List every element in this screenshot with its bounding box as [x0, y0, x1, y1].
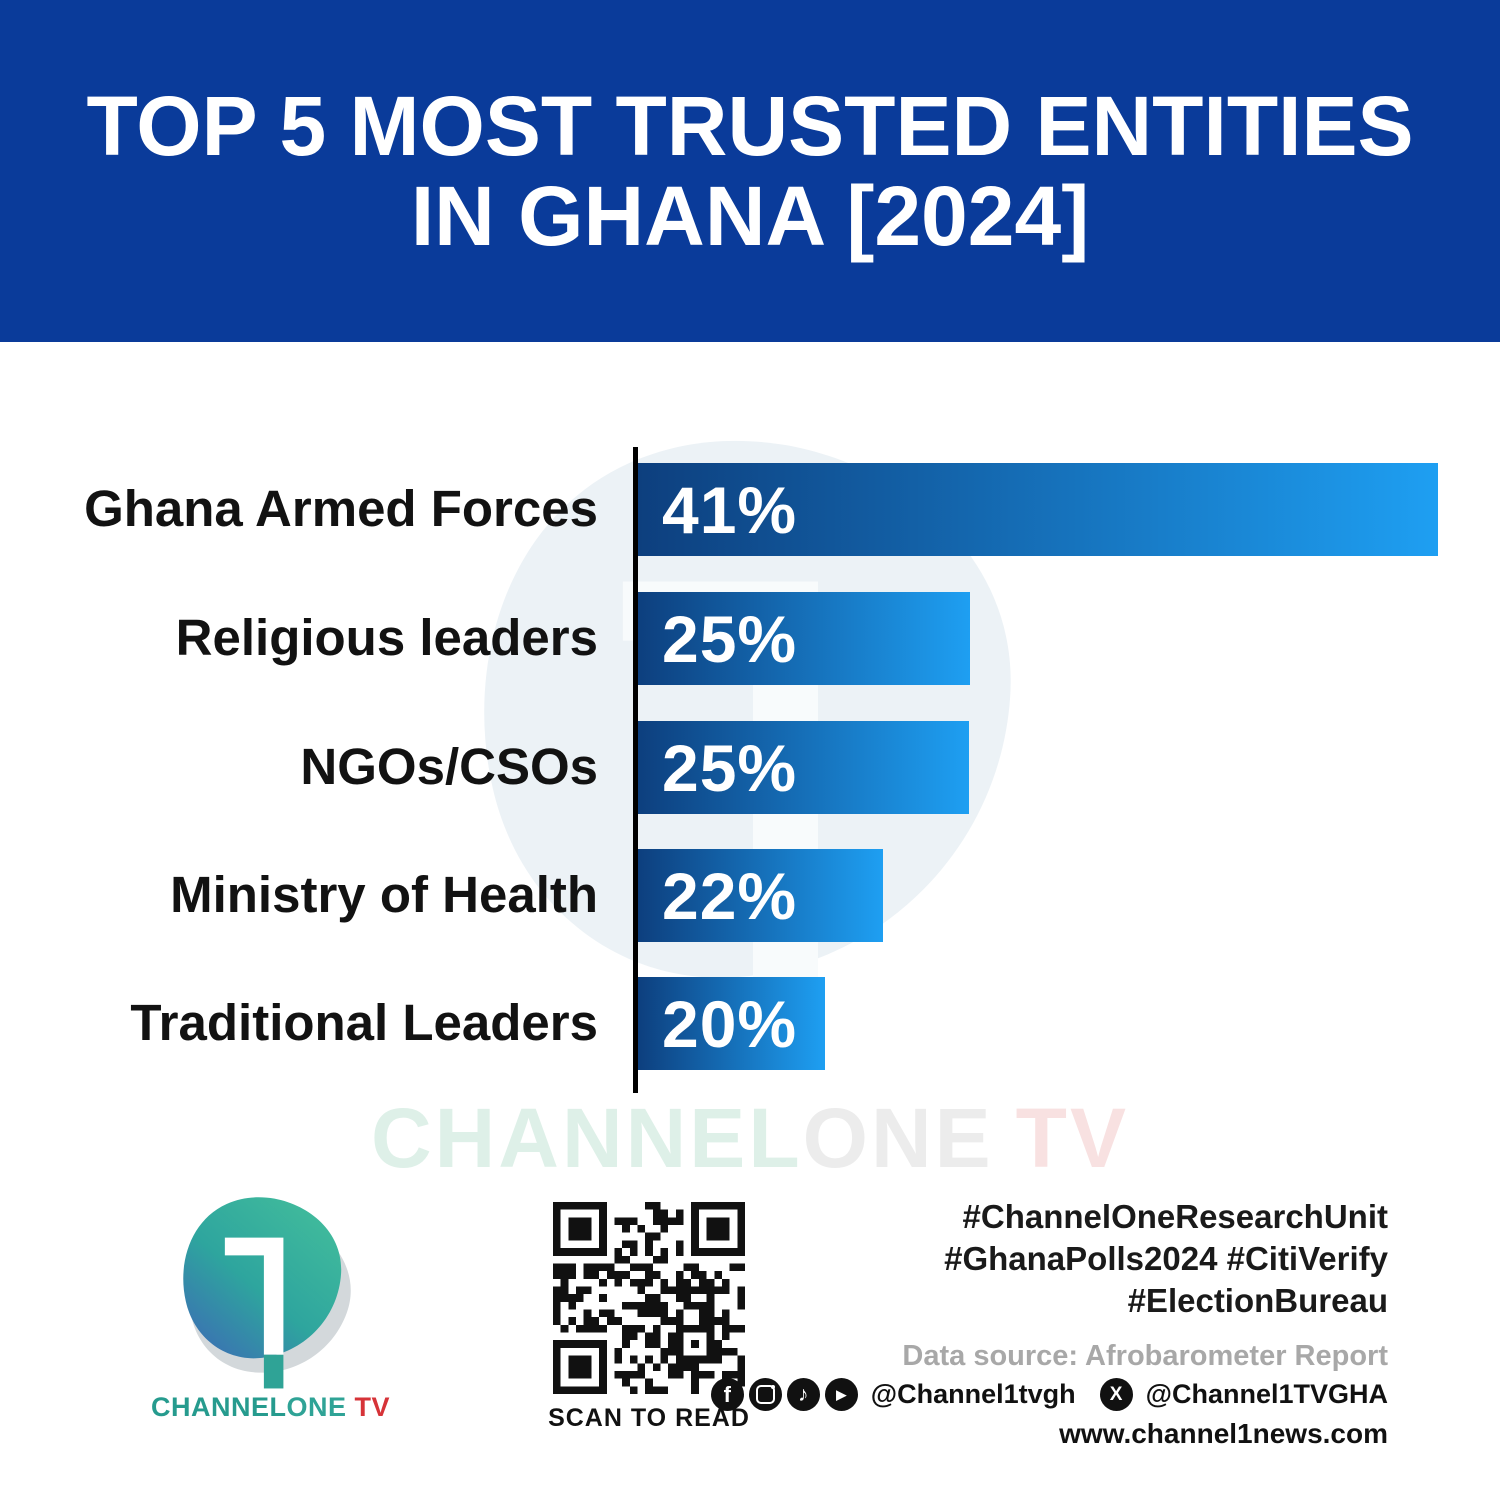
bar-value-label: 22% — [662, 858, 798, 933]
bar-ministry-of-health: 22% — [638, 849, 883, 942]
wordmark-channel: CHANNEL — [150, 1392, 287, 1422]
bar-ghana-armed-forces: 41% — [638, 463, 1438, 556]
social-icon-strip — [710, 1378, 863, 1411]
bar-value-label: 20% — [662, 986, 798, 1061]
qr-code — [553, 1202, 745, 1394]
social-handle-main: @Channel1tvgh — [870, 1379, 1076, 1409]
qr-caption: SCAN TO READ — [548, 1404, 750, 1432]
instagram-icon — [748, 1378, 782, 1411]
hashtags-block: #ChannelOneResearchUnit #GhanaPolls2024 #… — [944, 1196, 1388, 1322]
facebook-icon — [710, 1378, 744, 1411]
logo-numeral-one — [224, 1237, 284, 1355]
wordmark-tv: TV — [354, 1392, 391, 1422]
data-source: Data source: Afrobarometer Report — [902, 1340, 1388, 1372]
bar-value-label: 25% — [662, 601, 798, 676]
chart-axis — [633, 447, 638, 1093]
bar-value-label: 41% — [662, 472, 798, 547]
social-handle-x: @Channel1TVGHA — [1145, 1379, 1388, 1409]
header-banner: TOP 5 MOST TRUSTED ENTITIES IN GHANA [20… — [0, 0, 1500, 342]
wordmark-one: ONE — [286, 1392, 347, 1422]
logo-wordmark: CHANNELONE TV — [128, 1392, 413, 1423]
x-icon — [1099, 1378, 1133, 1411]
bar-ngos-csos: 25% — [638, 721, 969, 814]
social-row: @Channel1tvgh @Channel1TVGHA — [710, 1378, 1388, 1411]
tiktok-icon — [786, 1378, 820, 1411]
category-label: Ministry of Health — [170, 866, 598, 923]
title-line-2: IN GHANA [2024] — [410, 169, 1090, 263]
bar-religious-leaders: 25% — [638, 592, 970, 685]
category-label: Traditional Leaders — [130, 994, 598, 1051]
channel-one-logo — [183, 1197, 351, 1389]
hashtag-line: #ElectionBureau — [1127, 1282, 1388, 1319]
title-line-1: TOP 5 MOST TRUSTED ENTITIES — [86, 79, 1414, 173]
hashtag-line: #GhanaPolls2024 #CitiVerify — [944, 1240, 1388, 1277]
category-label: NGOs/CSOs — [300, 738, 598, 795]
bar-value-label: 25% — [662, 730, 798, 805]
category-label: Ghana Armed Forces — [84, 480, 598, 537]
poster-title: TOP 5 MOST TRUSTED ENTITIES IN GHANA [20… — [86, 81, 1413, 261]
hashtag-line: #ChannelOneResearchUnit — [962, 1198, 1388, 1235]
youtube-icon — [824, 1378, 858, 1411]
website-url: www.channel1news.com — [1059, 1418, 1388, 1449]
bar-traditional-leaders: 20% — [638, 977, 825, 1070]
category-label: Religious leaders — [175, 609, 598, 666]
